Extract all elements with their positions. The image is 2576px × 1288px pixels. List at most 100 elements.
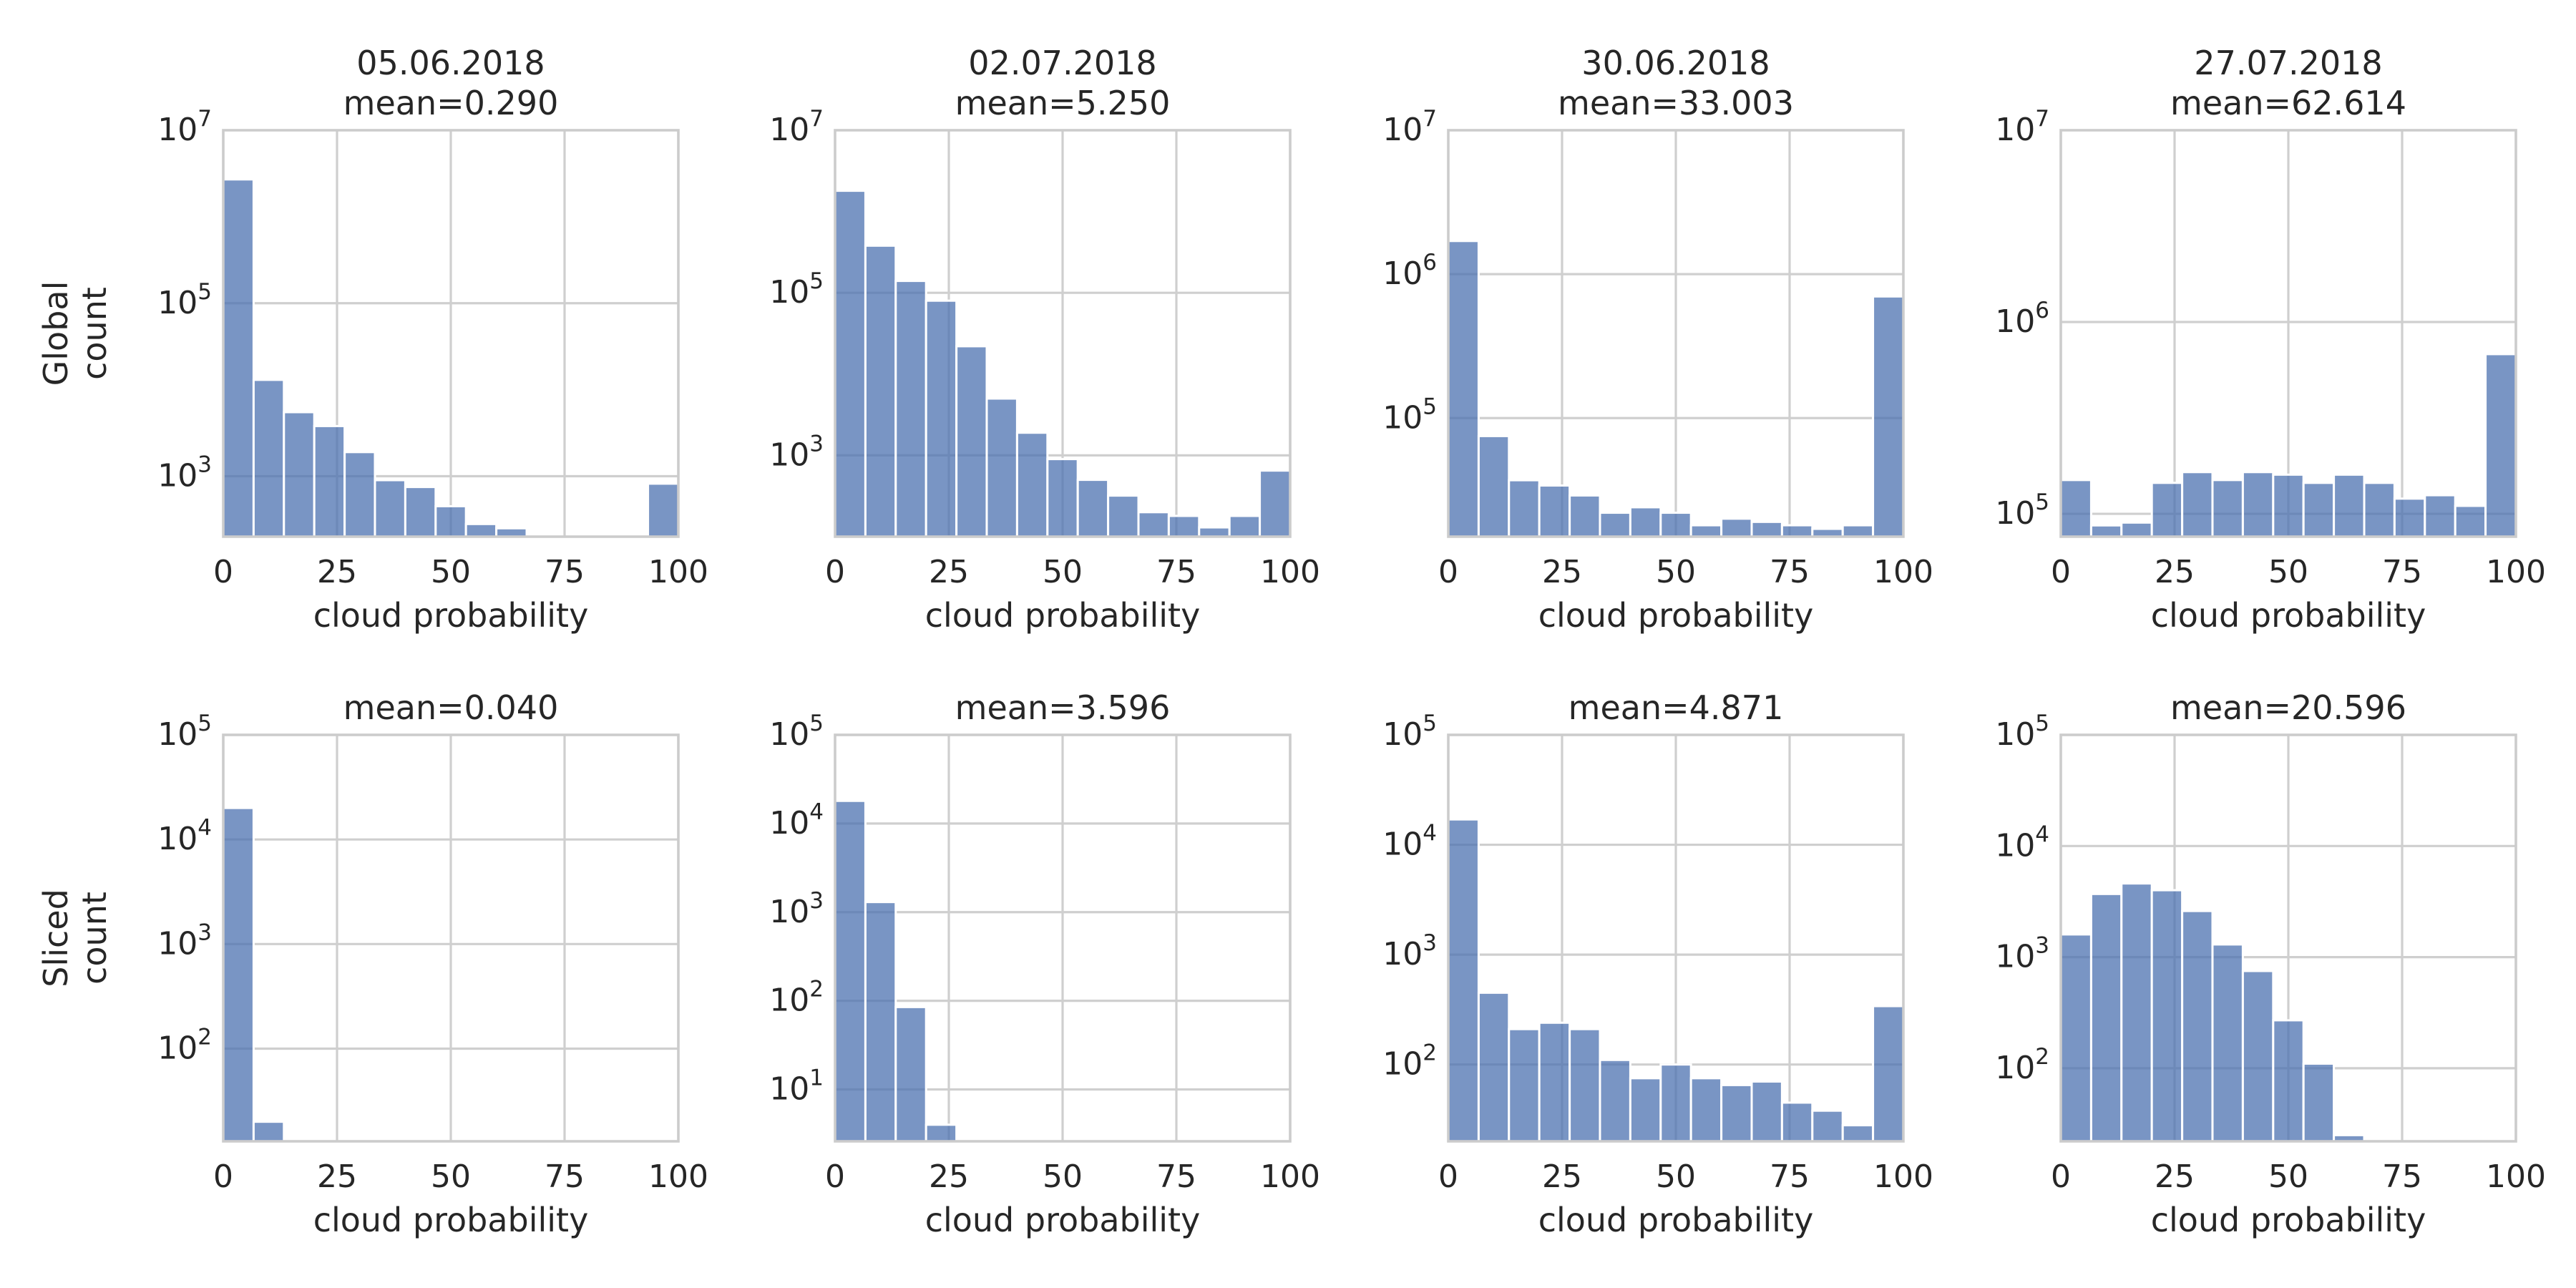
x-axis-label: cloud probability <box>313 1201 589 1239</box>
y-tick-label: 105 <box>1382 711 1437 753</box>
histogram-bar <box>1720 1083 1753 1143</box>
histogram-bar <box>2272 1019 2305 1143</box>
x-axis-label: cloud probability <box>313 596 589 635</box>
histogram-bar <box>252 1121 286 1143</box>
histogram-bar <box>1629 1077 1662 1143</box>
chart-panel: 0 25 50 75 100 105 106 107 cloud probability 27.0… <box>1995 44 2546 635</box>
x-tick-label: 100 <box>2486 554 2546 590</box>
histogram-bar <box>955 345 988 538</box>
histogram-bar <box>1447 818 1480 1143</box>
histogram-bar <box>1046 458 1079 538</box>
y-tick-label: 107 <box>769 106 824 148</box>
x-tick-label: 75 <box>1770 1158 1810 1195</box>
histogram-bar <box>894 1005 927 1143</box>
x-tick-label: 75 <box>1156 554 1196 590</box>
x-tick-label: 50 <box>1656 1158 1696 1195</box>
histogram-bar <box>1689 1077 1723 1143</box>
axes-frame <box>222 733 680 1143</box>
x-tick-label: 25 <box>929 554 969 590</box>
histogram-bar <box>464 522 498 538</box>
y-tick-label: 106 <box>1995 298 2049 340</box>
chart-title: mean=0.040 <box>343 688 559 727</box>
y-tick-label: 105 <box>157 711 212 753</box>
histogram-bar <box>1198 526 1231 538</box>
y-tick-label: 102 <box>1995 1044 2049 1086</box>
x-tick-label: 0 <box>1438 554 1458 590</box>
histogram-bar <box>1750 520 1783 538</box>
histogram-bar <box>2059 933 2092 1143</box>
x-tick-label: 100 <box>1260 554 1320 590</box>
histogram-bar <box>2211 479 2244 538</box>
histogram-bar <box>1137 511 1170 538</box>
chart-title: mean=5.250 <box>955 84 1171 122</box>
x-tick-label: 75 <box>2382 554 2422 590</box>
y-tick-label: 105 <box>769 711 824 753</box>
x-tick-label: 100 <box>1873 1158 1933 1195</box>
y-tick-label: 103 <box>769 431 824 473</box>
histogram-bar <box>2484 353 2517 538</box>
histogram-bar <box>1780 524 1814 538</box>
histogram-bar <box>1599 1058 1631 1143</box>
chart-panel: 0 25 50 75 100 105 106 107 cloud probability 30.0… <box>1382 44 1933 635</box>
histogram-bar <box>2089 524 2123 538</box>
histogram-bar <box>2150 889 2184 1143</box>
y-tick-label: 107 <box>157 106 212 148</box>
histogram-bar <box>313 424 346 538</box>
histogram-bar <box>283 411 316 538</box>
histogram-bar <box>1477 434 1511 538</box>
histogram-bar <box>2089 892 2123 1143</box>
x-tick-label: 100 <box>648 554 708 590</box>
histogram-bar <box>1447 240 1480 538</box>
axes-frame <box>222 129 680 538</box>
chart-title: mean=33.003 <box>1558 84 1794 122</box>
x-tick-label: 0 <box>2051 554 2071 590</box>
histogram-bar <box>1568 494 1601 538</box>
histogram-bar <box>2424 494 2457 538</box>
histogram-bar <box>1538 484 1571 538</box>
x-tick-label: 0 <box>213 1158 233 1195</box>
chart-title: mean=4.871 <box>1568 688 1784 727</box>
histogram-bar <box>647 482 680 538</box>
chart-panel: 0 25 50 75 100 101 102 103 104 105 cloud probabili… <box>769 688 1320 1239</box>
histogram-bar <box>222 178 255 538</box>
histogram-bar <box>924 1123 958 1143</box>
x-tick-label: 25 <box>929 1158 969 1195</box>
chart-panel: 0 25 50 75 100 102 103 104 105 cloud probability m… <box>157 688 708 1239</box>
y-tick-label: 103 <box>157 452 212 494</box>
x-tick-label: 75 <box>1770 554 1810 590</box>
x-tick-label: 50 <box>2268 1158 2308 1195</box>
y-tick-label: 105 <box>1382 394 1437 436</box>
histogram-bar <box>2272 473 2305 538</box>
histogram-bar <box>1841 524 1875 538</box>
histogram-bar <box>343 451 376 538</box>
x-tick-label: 75 <box>2382 1158 2422 1195</box>
x-tick-label: 25 <box>2155 1158 2195 1195</box>
histogram-bar <box>1508 1028 1541 1143</box>
histogram-bar <box>894 280 927 538</box>
histogram-bar <box>1076 479 1110 538</box>
chart-panel: 0 25 50 75 100 102 103 104 105 cloud probability m… <box>1382 688 1933 1239</box>
histogram-bar <box>404 486 437 538</box>
histogram-bar <box>2454 504 2487 538</box>
histogram-bar <box>2393 497 2426 538</box>
histogram-bar <box>2333 473 2366 538</box>
histogram-bar <box>1689 524 1723 538</box>
axes-frame <box>1447 733 1905 1143</box>
x-tick-label: 50 <box>1043 1158 1083 1195</box>
histogram-bar <box>1659 512 1692 538</box>
chart-title: 27.07.2018 <box>2194 44 2382 82</box>
y-tick-label: 103 <box>1382 930 1437 972</box>
histogram-bar <box>2211 943 2244 1143</box>
chart-title: 05.06.2018 <box>356 44 545 82</box>
histogram-bar <box>1167 514 1201 538</box>
histogram-bar <box>2363 482 2396 538</box>
chart-panel: 0 25 50 75 100 103 105 107 cloud probability 02.0… <box>769 44 1320 635</box>
chart-panel: 0 25 50 75 100 102 103 104 105 cloud probability m… <box>1995 688 2546 1239</box>
x-axis-label: cloud probability <box>2151 596 2426 635</box>
x-tick-label: 0 <box>1438 1158 1458 1195</box>
histogram-bar <box>864 901 897 1143</box>
histogram-bar <box>2241 970 2275 1143</box>
y-tick-label: 102 <box>157 1024 212 1066</box>
histogram-bar <box>2302 1062 2336 1143</box>
histogram-bar <box>1015 431 1049 538</box>
